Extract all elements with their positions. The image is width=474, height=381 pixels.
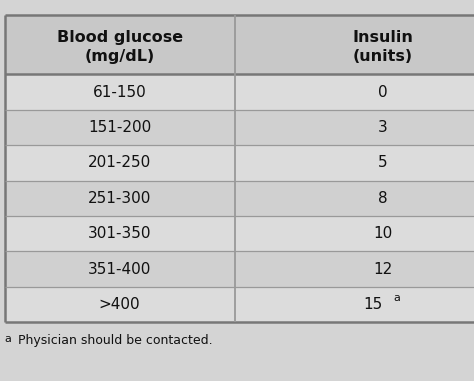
Bar xyxy=(5,181,474,216)
Bar xyxy=(5,287,474,322)
Text: 201-250: 201-250 xyxy=(88,155,151,170)
Text: Blood glucose: Blood glucose xyxy=(56,30,183,45)
Text: (mg/dL): (mg/dL) xyxy=(84,49,155,64)
Text: 151-200: 151-200 xyxy=(88,120,151,135)
Bar xyxy=(5,74,474,110)
Text: Insulin: Insulin xyxy=(352,30,413,45)
Text: >400: >400 xyxy=(99,297,140,312)
Text: 301-350: 301-350 xyxy=(88,226,151,241)
Text: 10: 10 xyxy=(373,226,392,241)
Text: 251-300: 251-300 xyxy=(88,191,151,206)
Text: 351-400: 351-400 xyxy=(88,262,151,277)
Text: 61-150: 61-150 xyxy=(93,85,146,99)
Bar xyxy=(5,216,474,251)
Text: 5: 5 xyxy=(378,155,388,170)
Text: a: a xyxy=(5,334,12,344)
Text: 12: 12 xyxy=(373,262,392,277)
Bar xyxy=(5,15,474,74)
Text: 8: 8 xyxy=(378,191,388,206)
Text: 3: 3 xyxy=(378,120,388,135)
Bar xyxy=(5,145,474,181)
Text: 0: 0 xyxy=(378,85,388,99)
Text: (units): (units) xyxy=(353,49,413,64)
Bar xyxy=(5,251,474,287)
Text: Physician should be contacted.: Physician should be contacted. xyxy=(18,334,213,347)
Bar xyxy=(5,110,474,145)
Text: 15: 15 xyxy=(364,297,383,312)
Text: a: a xyxy=(393,293,401,303)
